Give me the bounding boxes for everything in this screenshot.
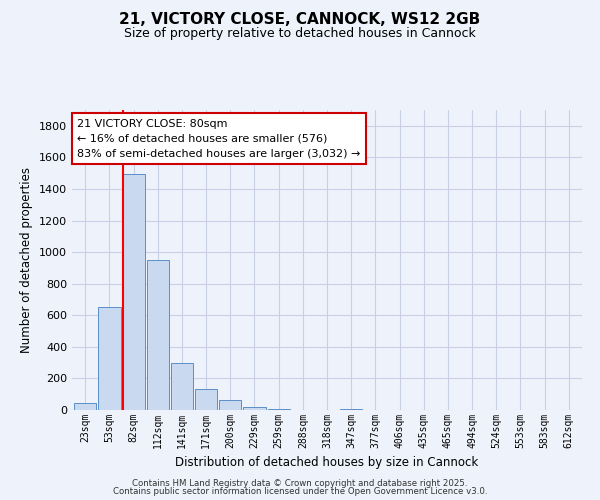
Text: Size of property relative to detached houses in Cannock: Size of property relative to detached ho… [124,28,476,40]
Bar [98,306,121,410]
Text: Contains public sector information licensed under the Open Government Licence v3: Contains public sector information licen… [113,487,487,496]
Bar [219,400,241,410]
Bar [171,364,193,410]
Text: Contains HM Land Registry data © Crown copyright and database right 2025.: Contains HM Land Registry data © Crown c… [132,478,468,488]
Bar [122,174,145,410]
Bar [244,407,266,410]
Bar [268,409,290,410]
Text: 21 VICTORY CLOSE: 80sqm
← 16% of detached houses are smaller (576)
83% of semi-d: 21 VICTORY CLOSE: 80sqm ← 16% of detache… [77,119,361,158]
Bar [74,403,97,410]
Bar [340,409,362,410]
Bar [146,260,169,410]
Y-axis label: Number of detached properties: Number of detached properties [20,167,34,353]
Text: 21, VICTORY CLOSE, CANNOCK, WS12 2GB: 21, VICTORY CLOSE, CANNOCK, WS12 2GB [119,12,481,28]
X-axis label: Distribution of detached houses by size in Cannock: Distribution of detached houses by size … [175,456,479,469]
Bar [195,388,217,410]
